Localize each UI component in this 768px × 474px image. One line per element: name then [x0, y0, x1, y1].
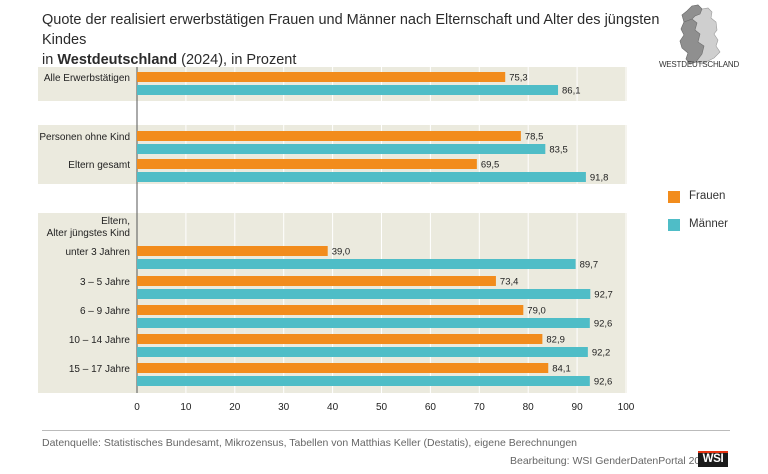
x-tick-label-40: 40 [327, 402, 339, 413]
value-label-m-nner-eltern-gesamt: 91,8 [590, 173, 609, 184]
title-line-2: in Westdeutschland (2024), in Prozent [42, 50, 662, 70]
bar-frauen-10-14-jahre [137, 334, 543, 344]
category-label-6-9-jahre: 6 – 9 Jahre [80, 306, 130, 317]
x-tick-label-100: 100 [618, 402, 635, 413]
bar-m-nner-15-17-jahre [137, 376, 590, 386]
chart-bars [137, 72, 591, 386]
bar-frauen-6-9-jahre [137, 305, 524, 315]
credit-note: Bearbeitung: WSI GenderDatenPortal 2026 [510, 455, 712, 467]
x-tick-label-50: 50 [376, 402, 388, 413]
group-header-label: Eltern, Alter jüngstes Kind [47, 216, 130, 239]
x-tick-label-20: 20 [229, 402, 241, 413]
x-tick-label-10: 10 [180, 402, 192, 413]
bar-m-nner-10-14-jahre [137, 347, 588, 357]
germany-map-icon [679, 4, 721, 65]
legend-label-frauen: Frauen [689, 190, 726, 202]
legend-label-maenner: Männer [689, 218, 728, 230]
chart-title: Quote der realisiert erwerbstätigen Frau… [42, 10, 662, 70]
value-label-frauen-6-9-jahre: 79,0 [527, 306, 546, 317]
value-label-m-nner-15-17-jahre: 92,6 [594, 377, 613, 388]
map-label: WESTDEUTSCHLAND [658, 60, 740, 69]
category-label-personen-ohne-kind: Personen ohne Kind [39, 132, 130, 143]
category-label-3-5-jahre: 3 – 5 Jahre [80, 277, 130, 288]
value-label-m-nner-alle-erwerbst-tigen: 86,1 [562, 86, 581, 97]
value-label-frauen-eltern-gesamt: 69,5 [481, 160, 500, 171]
value-label-m-nner-personen-ohne-kind: 83,5 [549, 145, 568, 156]
category-label-10-14-jahre: 10 – 14 Jahre [69, 335, 131, 346]
category-label-alle-erwerbst-tigen: Alle Erwerbstätigen [44, 73, 130, 84]
x-tick-label-70: 70 [474, 402, 486, 413]
title-region: Westdeutschland [57, 52, 178, 68]
value-label-m-nner-10-14-jahre: 92,2 [592, 348, 611, 359]
value-label-frauen-alle-erwerbst-tigen: 75,3 [509, 73, 528, 84]
bar-frauen-eltern-gesamt [137, 159, 477, 169]
bar-frauen-personen-ohne-kind [137, 131, 521, 141]
footer-divider [42, 430, 730, 431]
value-label-frauen-10-14-jahre: 82,9 [546, 335, 565, 346]
bar-frauen-unter-3-jahren [137, 246, 328, 256]
bar-m-nner-3-5-jahre [137, 289, 591, 299]
value-label-frauen-personen-ohne-kind: 78,5 [525, 132, 544, 143]
category-labels: Alle Erwerbstätigen Personen ohne Kind Elt… [39, 73, 130, 375]
x-tick-label-30: 30 [278, 402, 290, 413]
title-line-1: Quote der realisiert erwerbstätigen Frau… [42, 12, 660, 48]
value-label-frauen-3-5-jahre: 73,4 [500, 277, 519, 288]
category-label-eltern-gesamt: Eltern gesamt [68, 160, 130, 171]
bar-frauen-15-17-jahre [137, 363, 549, 373]
category-label-unter-3-jahren: unter 3 Jahren [66, 247, 131, 258]
bar-m-nner-eltern-gesamt [137, 172, 586, 182]
value-label-frauen-15-17-jahre: 84,1 [552, 364, 571, 375]
x-tick-label-80: 80 [523, 402, 535, 413]
x-tick-label-90: 90 [572, 402, 584, 413]
bar-m-nner-alle-erwerbst-tigen [137, 85, 559, 95]
title-suffix: (2024), in Prozent [177, 52, 297, 68]
value-labels: 75,3 86,1 78,5 83,5 69,5 91,8 39,0 89,7 73,4 92,7… [332, 73, 613, 388]
value-label-m-nner-6-9-jahre: 92,6 [594, 319, 613, 330]
bar-frauen-alle-erwerbst-tigen [137, 72, 506, 82]
value-label-frauen-unter-3-jahren: 39,0 [332, 247, 351, 258]
source-note: Datenquelle: Statistisches Bundesamt, Mi… [42, 437, 578, 449]
legend-swatch-frauen [668, 191, 680, 203]
x-tick-label-0: 0 [134, 402, 140, 413]
value-label-m-nner-unter-3-jahren: 89,7 [580, 260, 599, 271]
bar-m-nner-unter-3-jahren [137, 259, 576, 269]
value-label-m-nner-3-5-jahre: 92,7 [594, 290, 613, 301]
wsi-logo: WSI [698, 451, 728, 467]
x-tick-label-60: 60 [425, 402, 437, 413]
x-tick-labels: 0 10 20 30 40 50 60 70 80 90 100 [134, 402, 635, 413]
category-label-15-17-jahre: 15 – 17 Jahre [69, 364, 131, 375]
bar-frauen-3-5-jahre [137, 276, 496, 286]
title-prefix: in [42, 52, 58, 68]
bar-m-nner-6-9-jahre [137, 318, 590, 328]
bar-m-nner-personen-ohne-kind [137, 144, 546, 154]
legend-swatch-maenner [668, 219, 680, 231]
